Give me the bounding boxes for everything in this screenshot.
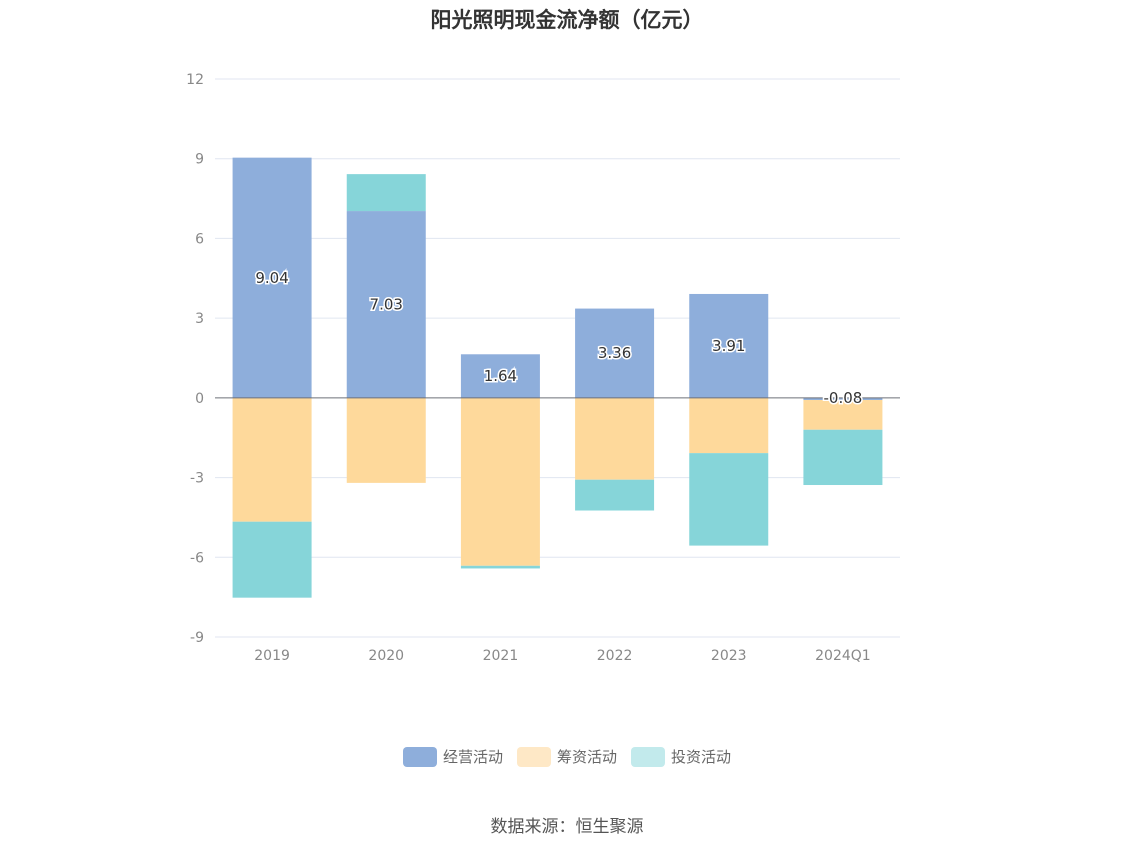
x-tick-label: 2024Q1: [815, 648, 871, 664]
data-label: 9.04: [255, 269, 288, 287]
legend-label-financing: 筹资活动: [556, 748, 617, 766]
bar-2-2024Q1: [803, 429, 883, 486]
bar-1-2019: [232, 397, 312, 522]
legend-swatch-investing: [631, 746, 665, 767]
bar-0-2022: [575, 308, 655, 398]
bar-0-2024Q1: [803, 397, 883, 400]
bar-0-2023: [689, 293, 769, 398]
x-tick-label: 2022: [597, 648, 633, 664]
bar-1-2024Q1: [803, 399, 883, 430]
y-tick-label: 12: [186, 72, 204, 88]
bar-0-2020: [346, 211, 426, 398]
data-labels: 9.04 7.03 1.64 3.36 3.91 -0.08: [254, 267, 864, 408]
bars: [232, 157, 883, 598]
data-label: 3.91: [712, 337, 745, 355]
y-tick-label: 6: [195, 231, 204, 247]
bar-2-2022: [575, 479, 655, 511]
legend-label-operating: 经营活动: [442, 748, 503, 766]
legend-item-operating[interactable]: 经营活动: [402, 746, 503, 767]
axes: -9 -6 -3 0 3 6 9 12 2019 2020 2021 2022 2023 2024Q1: [186, 72, 900, 664]
bar-0-2021: [460, 354, 540, 398]
data-label: 3.36: [598, 344, 631, 362]
bar-2-2020: [346, 174, 426, 212]
legend-swatch-financing: [516, 746, 551, 767]
bar-2-2023: [689, 453, 769, 546]
legend-item-financing[interactable]: 筹资活动: [516, 746, 617, 767]
x-tick-label: 2019: [254, 648, 290, 664]
x-tick-label: 2023: [711, 648, 747, 664]
grid-lines: [215, 78, 900, 638]
legend-item-investing[interactable]: 投资活动: [631, 746, 731, 767]
chart-title: 阳光照明现金流净额（亿元）: [430, 8, 704, 32]
bar-1-2020: [346, 397, 426, 483]
bar-2-2021: [460, 565, 540, 569]
legend-label-investing: 投资活动: [671, 748, 732, 766]
source-note: 数据来源：恒生聚源: [490, 817, 644, 837]
y-tick-label: -6: [190, 550, 204, 566]
y-tick-label: -9: [190, 630, 204, 646]
bar-1-2023: [689, 397, 769, 454]
bar-1-2022: [575, 397, 655, 480]
x-tick-label: 2020: [368, 648, 404, 664]
bar-0-2019: [232, 157, 312, 398]
legend: 经营活动 筹资活动 投资活动: [0, 746, 1134, 767]
data-label: -0.08: [824, 389, 863, 407]
bar-2-2019: [232, 521, 312, 598]
legend-swatch-operating: [402, 746, 437, 767]
bar-1-2021: [460, 397, 540, 566]
data-label: 1.64: [484, 367, 517, 385]
y-tick-label: 3: [195, 311, 204, 327]
y-tick-label: 0: [195, 391, 204, 407]
data-label: 7.03: [370, 295, 403, 313]
x-tick-label: 2021: [483, 648, 519, 664]
y-tick-label: -3: [190, 471, 204, 487]
y-tick-label: 9: [195, 152, 204, 168]
